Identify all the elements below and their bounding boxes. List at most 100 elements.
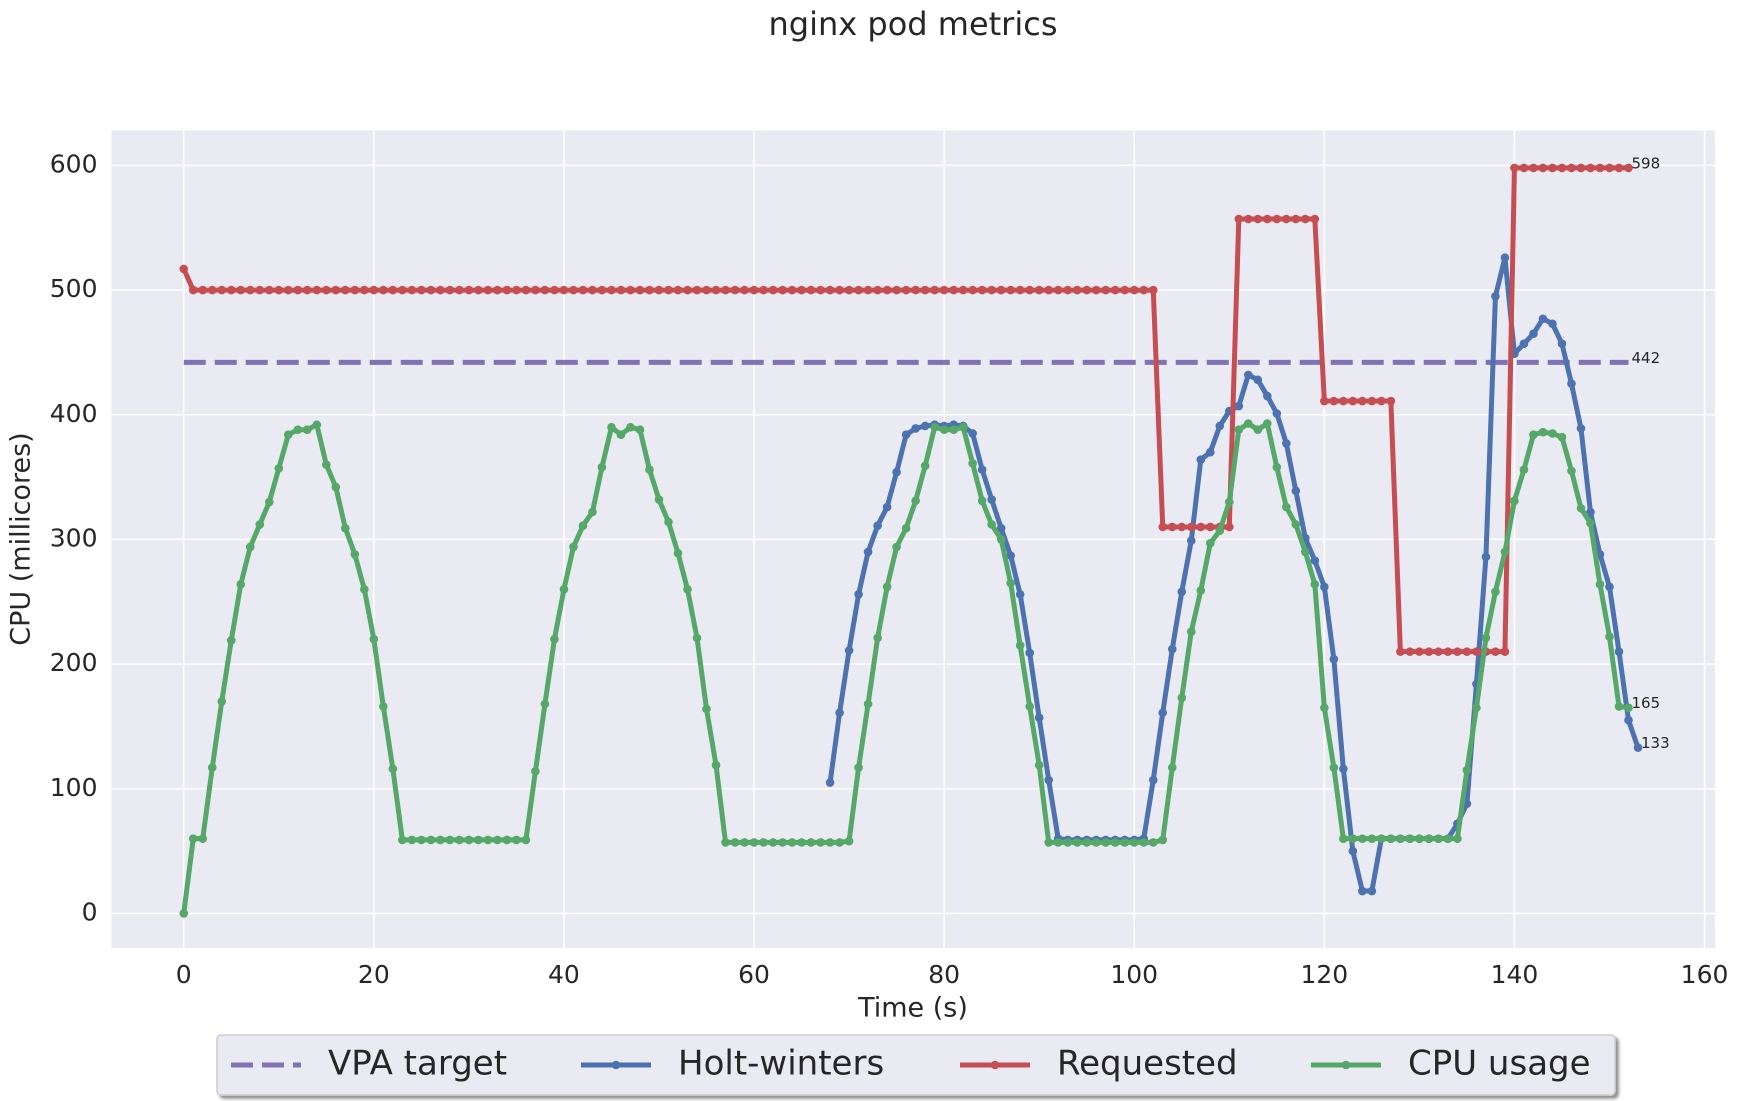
data-point (996, 535, 1006, 544)
data-point (759, 285, 768, 295)
data-point (1586, 518, 1595, 528)
data-point (1044, 775, 1053, 785)
data-point (1148, 838, 1158, 847)
data-point (264, 497, 274, 507)
data-point (1348, 396, 1358, 406)
data-point (1234, 401, 1244, 411)
data-point (1282, 439, 1291, 448)
data-point (1567, 379, 1576, 388)
data-point (882, 502, 892, 512)
data-point (303, 285, 312, 295)
data-point (1339, 834, 1348, 843)
data-point (1101, 285, 1111, 295)
data-point (901, 430, 911, 440)
data-point (588, 285, 597, 295)
data-point (1624, 703, 1633, 713)
data-point (341, 285, 350, 295)
data-point (236, 285, 246, 295)
data-point (1396, 647, 1405, 656)
data-point (1329, 763, 1339, 772)
data-point (1320, 396, 1329, 406)
data-point (702, 285, 711, 295)
data-point (245, 542, 255, 552)
data-point (1405, 647, 1415, 656)
data-point (749, 285, 759, 295)
data-point (578, 521, 588, 531)
data-point (1072, 285, 1082, 295)
data-point (407, 835, 417, 845)
data-point (844, 285, 854, 295)
data-point (673, 285, 683, 295)
data-point (977, 496, 987, 506)
data-point (1282, 502, 1291, 512)
data-point (550, 285, 559, 295)
data-point (882, 582, 892, 592)
data-point (1595, 163, 1605, 173)
data-point (1548, 429, 1557, 438)
data-point (1320, 703, 1329, 713)
data-point (436, 285, 445, 295)
data-point (1101, 838, 1111, 847)
data-point (369, 634, 379, 644)
data-point (1424, 647, 1434, 656)
data-point (806, 838, 816, 847)
data-point (1529, 329, 1538, 339)
data-point (1158, 835, 1168, 845)
data-point (1510, 163, 1519, 173)
data-point (749, 838, 759, 847)
data-point (1244, 370, 1253, 380)
data-point (1443, 647, 1453, 656)
data-point (692, 633, 702, 643)
data-point (1320, 582, 1329, 592)
data-point (721, 285, 730, 295)
data-point (1025, 702, 1034, 711)
data-point (1205, 447, 1215, 457)
data-point (1538, 163, 1548, 173)
data-point (911, 285, 920, 295)
data-point (825, 838, 835, 847)
data-point (531, 285, 540, 295)
data-point (996, 523, 1006, 533)
data-point (1415, 834, 1424, 843)
data-point (198, 834, 208, 843)
data-point (1481, 633, 1491, 643)
data-point (759, 838, 768, 847)
data-point (987, 495, 996, 504)
data-point (283, 285, 293, 295)
data-point (835, 708, 844, 718)
data-point (1310, 556, 1320, 565)
data-point (540, 699, 550, 709)
data-point (1567, 163, 1576, 173)
data-point (312, 420, 322, 430)
data-point (1462, 765, 1472, 775)
data-point (664, 517, 673, 527)
data-point (1215, 526, 1225, 536)
data-point (930, 285, 939, 295)
data-point (797, 285, 806, 295)
data-point (1548, 319, 1557, 329)
data-point (949, 285, 958, 295)
data-point (1377, 396, 1386, 406)
data-point (1329, 654, 1339, 664)
annotation: 598 (1632, 154, 1661, 172)
x-tick-label: 0 (176, 960, 192, 989)
data-point (854, 589, 863, 599)
data-point (1491, 587, 1500, 597)
data-point (1063, 285, 1073, 295)
data-point (977, 465, 987, 474)
data-point (654, 495, 664, 504)
data-point (483, 285, 493, 295)
data-point (1006, 551, 1015, 560)
data-point (873, 521, 882, 531)
data-point (1339, 396, 1348, 406)
data-point (1044, 838, 1053, 847)
data-point (1586, 507, 1595, 517)
data-point (1472, 647, 1481, 656)
data-point (1348, 846, 1358, 856)
data-point (1015, 641, 1025, 650)
data-point (331, 482, 341, 492)
data-point (1291, 520, 1301, 529)
data-point (863, 285, 873, 295)
data-point (787, 285, 797, 295)
legend-frame (216, 1034, 1616, 1096)
